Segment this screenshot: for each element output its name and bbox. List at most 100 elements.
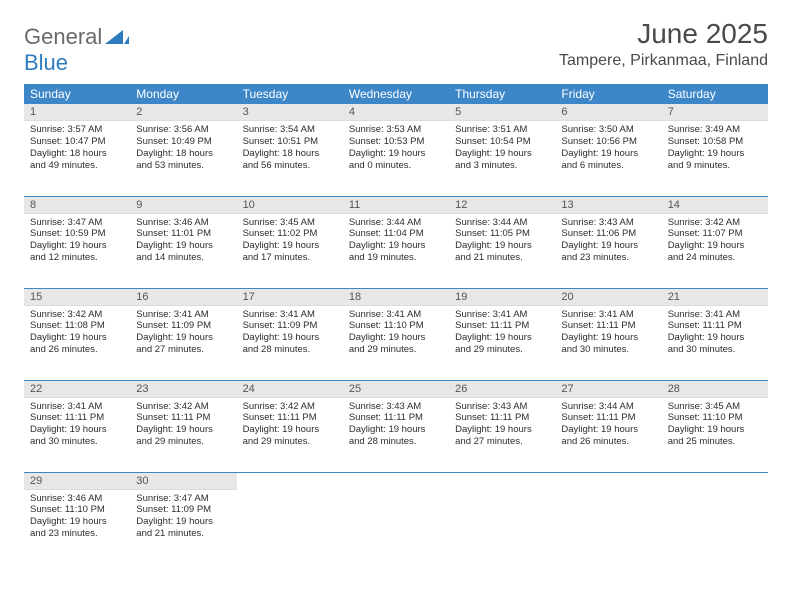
day-number: 11 bbox=[343, 197, 449, 214]
day-number: 9 bbox=[130, 197, 236, 214]
logo: General Blue bbox=[24, 18, 129, 76]
day-content: Sunrise: 3:57 AMSunset: 10:47 PMDaylight… bbox=[24, 121, 130, 172]
week-row: 22Sunrise: 3:41 AMSunset: 11:11 PMDaylig… bbox=[24, 380, 768, 466]
day-cell: 12Sunrise: 3:44 AMSunset: 11:05 PMDaylig… bbox=[449, 196, 555, 282]
day-cell: 3Sunrise: 3:54 AMSunset: 10:51 PMDayligh… bbox=[237, 104, 343, 190]
sunrise-line: Sunrise: 3:44 AM bbox=[349, 217, 421, 228]
day-number: 24 bbox=[237, 381, 343, 398]
sunrise-line: Sunrise: 3:42 AM bbox=[136, 401, 208, 412]
day-content: Sunrise: 3:41 AMSunset: 11:10 PMDaylight… bbox=[343, 306, 449, 357]
day-number: 6 bbox=[555, 104, 661, 121]
sunrise-line: Sunrise: 3:45 AM bbox=[243, 217, 315, 228]
day-content: Sunrise: 3:47 AMSunset: 10:59 PMDaylight… bbox=[24, 214, 130, 265]
sunset-line: Sunset: 10:53 PM bbox=[349, 136, 425, 147]
day-number: 5 bbox=[449, 104, 555, 121]
day-cell: 16Sunrise: 3:41 AMSunset: 11:09 PMDaylig… bbox=[130, 288, 236, 374]
sunrise-line: Sunrise: 3:41 AM bbox=[455, 309, 527, 320]
daylight-line: Daylight: 19 hours and 21 minutes. bbox=[136, 516, 213, 539]
sunset-line: Sunset: 10:49 PM bbox=[136, 136, 212, 147]
day-content: Sunrise: 3:43 AMSunset: 11:11 PMDaylight… bbox=[343, 398, 449, 449]
sunset-line: Sunset: 10:58 PM bbox=[668, 136, 744, 147]
day-cell: 18Sunrise: 3:41 AMSunset: 11:10 PMDaylig… bbox=[343, 288, 449, 374]
day-cell: 4Sunrise: 3:53 AMSunset: 10:53 PMDayligh… bbox=[343, 104, 449, 190]
daylight-line: Daylight: 19 hours and 30 minutes. bbox=[668, 332, 745, 355]
day-number: 28 bbox=[662, 381, 768, 398]
daylight-line: Daylight: 19 hours and 29 minutes. bbox=[243, 424, 320, 447]
day-cell: 19Sunrise: 3:41 AMSunset: 11:11 PMDaylig… bbox=[449, 288, 555, 374]
sunset-line: Sunset: 10:51 PM bbox=[243, 136, 319, 147]
daylight-line: Daylight: 19 hours and 14 minutes. bbox=[136, 240, 213, 263]
sunrise-line: Sunrise: 3:49 AM bbox=[668, 124, 740, 135]
day-content: Sunrise: 3:49 AMSunset: 10:58 PMDaylight… bbox=[662, 121, 768, 172]
daylight-line: Daylight: 19 hours and 3 minutes. bbox=[455, 148, 532, 171]
day-number: 12 bbox=[449, 197, 555, 214]
daylight-line: Daylight: 19 hours and 24 minutes. bbox=[668, 240, 745, 263]
sunset-line: Sunset: 11:09 PM bbox=[136, 504, 211, 515]
day-content: Sunrise: 3:42 AMSunset: 11:11 PMDaylight… bbox=[130, 398, 236, 449]
day-number: 16 bbox=[130, 289, 236, 306]
day-number: 21 bbox=[662, 289, 768, 306]
day-cell: 29Sunrise: 3:46 AMSunset: 11:10 PMDaylig… bbox=[24, 472, 130, 558]
sunset-line: Sunset: 11:10 PM bbox=[668, 412, 743, 423]
sunrise-line: Sunrise: 3:41 AM bbox=[668, 309, 740, 320]
day-content: Sunrise: 3:46 AMSunset: 11:10 PMDaylight… bbox=[24, 490, 130, 541]
day-cell: 11Sunrise: 3:44 AMSunset: 11:04 PMDaylig… bbox=[343, 196, 449, 282]
sunrise-line: Sunrise: 3:56 AM bbox=[136, 124, 208, 135]
day-content: Sunrise: 3:50 AMSunset: 10:56 PMDaylight… bbox=[555, 121, 661, 172]
location-label: Tampere, Pirkanmaa, Finland bbox=[559, 52, 768, 70]
day-number: 25 bbox=[343, 381, 449, 398]
sunrise-line: Sunrise: 3:54 AM bbox=[243, 124, 315, 135]
sunrise-line: Sunrise: 3:51 AM bbox=[455, 124, 527, 135]
day-content: Sunrise: 3:42 AMSunset: 11:11 PMDaylight… bbox=[237, 398, 343, 449]
sunrise-line: Sunrise: 3:50 AM bbox=[561, 124, 633, 135]
daylight-line: Daylight: 19 hours and 27 minutes. bbox=[455, 424, 532, 447]
sunrise-line: Sunrise: 3:41 AM bbox=[349, 309, 421, 320]
sunset-line: Sunset: 11:11 PM bbox=[561, 412, 635, 423]
day-number: 23 bbox=[130, 381, 236, 398]
day-content: Sunrise: 3:41 AMSunset: 11:11 PMDaylight… bbox=[555, 306, 661, 357]
day-cell bbox=[449, 472, 555, 558]
sunset-line: Sunset: 11:10 PM bbox=[30, 504, 105, 515]
sunset-line: Sunset: 11:09 PM bbox=[243, 320, 318, 331]
day-cell: 7Sunrise: 3:49 AMSunset: 10:58 PMDayligh… bbox=[662, 104, 768, 190]
day-cell bbox=[662, 472, 768, 558]
day-cell: 14Sunrise: 3:42 AMSunset: 11:07 PMDaylig… bbox=[662, 196, 768, 282]
day-content: Sunrise: 3:41 AMSunset: 11:09 PMDaylight… bbox=[237, 306, 343, 357]
daylight-line: Daylight: 19 hours and 26 minutes. bbox=[30, 332, 107, 355]
sunset-line: Sunset: 10:54 PM bbox=[455, 136, 531, 147]
sunset-line: Sunset: 10:56 PM bbox=[561, 136, 637, 147]
sunset-line: Sunset: 11:10 PM bbox=[349, 320, 424, 331]
day-number: 2 bbox=[130, 104, 236, 121]
daylight-line: Daylight: 19 hours and 28 minutes. bbox=[243, 332, 320, 355]
day-content: Sunrise: 3:43 AMSunset: 11:11 PMDaylight… bbox=[449, 398, 555, 449]
day-header: Tuesday bbox=[237, 84, 343, 104]
day-number: 27 bbox=[555, 381, 661, 398]
sunset-line: Sunset: 11:11 PM bbox=[30, 412, 104, 423]
sunset-line: Sunset: 11:09 PM bbox=[136, 320, 211, 331]
day-number: 3 bbox=[237, 104, 343, 121]
day-header: Friday bbox=[555, 84, 661, 104]
week-row: 1Sunrise: 3:57 AMSunset: 10:47 PMDayligh… bbox=[24, 104, 768, 190]
day-content: Sunrise: 3:42 AMSunset: 11:08 PMDaylight… bbox=[24, 306, 130, 357]
day-cell: 20Sunrise: 3:41 AMSunset: 11:11 PMDaylig… bbox=[555, 288, 661, 374]
sunrise-line: Sunrise: 3:46 AM bbox=[30, 493, 102, 504]
day-cell: 28Sunrise: 3:45 AMSunset: 11:10 PMDaylig… bbox=[662, 380, 768, 466]
sunset-line: Sunset: 11:07 PM bbox=[668, 228, 743, 239]
day-number: 1 bbox=[24, 104, 130, 121]
daylight-line: Daylight: 19 hours and 17 minutes. bbox=[243, 240, 320, 263]
day-number: 13 bbox=[555, 197, 661, 214]
sunrise-line: Sunrise: 3:57 AM bbox=[30, 124, 102, 135]
sunrise-line: Sunrise: 3:41 AM bbox=[561, 309, 633, 320]
sunrise-line: Sunrise: 3:43 AM bbox=[349, 401, 421, 412]
day-header: Wednesday bbox=[343, 84, 449, 104]
day-cell: 6Sunrise: 3:50 AMSunset: 10:56 PMDayligh… bbox=[555, 104, 661, 190]
day-cell: 23Sunrise: 3:42 AMSunset: 11:11 PMDaylig… bbox=[130, 380, 236, 466]
sunset-line: Sunset: 11:04 PM bbox=[349, 228, 424, 239]
day-cell bbox=[343, 472, 449, 558]
sunset-line: Sunset: 11:11 PM bbox=[349, 412, 423, 423]
logo-part1: General bbox=[24, 24, 102, 49]
day-content: Sunrise: 3:45 AMSunset: 11:10 PMDaylight… bbox=[662, 398, 768, 449]
day-number: 26 bbox=[449, 381, 555, 398]
daylight-line: Daylight: 19 hours and 29 minutes. bbox=[455, 332, 532, 355]
day-header-row: SundayMondayTuesdayWednesdayThursdayFrid… bbox=[24, 84, 768, 104]
